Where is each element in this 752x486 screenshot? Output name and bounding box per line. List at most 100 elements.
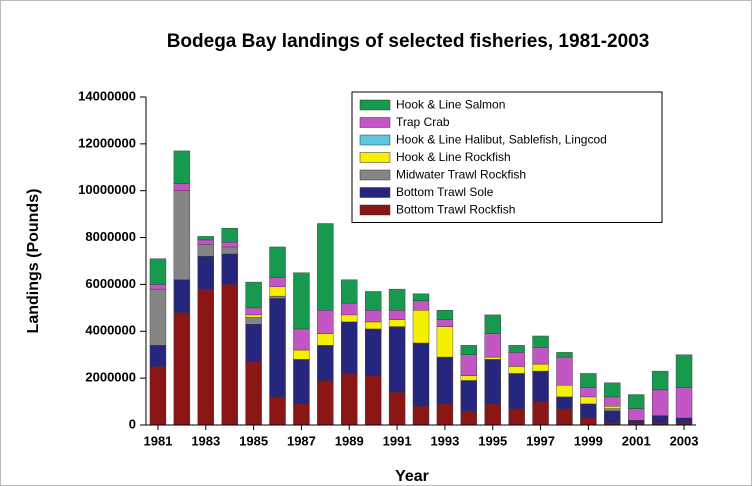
bar-segment [173,183,191,191]
y-tick-label: 6000000 [85,276,136,291]
bar-segment [556,408,573,426]
bar-segment [245,281,262,309]
bar-segment [436,356,454,405]
bar-segment [604,382,621,398]
y-tick-label: 0 [129,416,136,431]
bar-segment [197,244,214,257]
bar-segment [460,375,478,381]
legend-label: Hook & Line Rockfish [396,150,511,164]
bar-segment [604,408,621,412]
bar-segment [675,387,693,419]
y-tick-label: 8000000 [85,229,136,244]
legend-label: Midwater Trawl Rockfish [396,168,526,182]
x-axis-title: Year [395,468,429,485]
x-tick-label: 1987 [287,433,316,448]
y-tick-label: 14000000 [78,88,136,103]
bar-segment [269,295,286,299]
legend-swatch [359,204,391,216]
bar-segment [364,291,382,311]
legend-label: Trap Crab [396,115,450,129]
bar-segment [221,253,238,285]
bar-segment [149,288,167,346]
bar-segment [556,396,573,409]
bar-segment [245,317,262,325]
bar-segment [149,258,167,285]
legend-swatch [359,134,391,146]
bar-segment [628,394,645,409]
bar-segment [460,345,478,355]
bar-segment [317,380,334,426]
bar-segment [532,401,549,426]
bar-segment [269,298,286,398]
bar-segment [388,319,406,327]
bar-segment [508,373,525,409]
bar-segment [532,363,549,372]
bar-segment [317,333,334,346]
bar-segment [197,288,214,426]
bar-segment [651,415,669,423]
legend-swatch [359,169,391,181]
bar-segment [604,406,621,409]
bar-segment [269,246,286,278]
x-tick-label: 1985 [239,433,268,448]
bar-segment [675,417,693,423]
bar-segment [221,284,238,426]
legend-swatch [359,187,391,198]
legend-swatch [359,117,391,128]
bar-segment [532,370,549,402]
bar-segment [245,314,262,318]
bar-segment [197,256,214,290]
x-tick-label: 1993 [430,433,459,448]
x-tick-label: 1995 [478,433,507,448]
bar-segment [293,328,310,351]
bar-segment [341,373,358,426]
bar-segment [364,321,382,330]
bar-segment [245,361,262,426]
bar-segment [149,284,167,290]
bar-segment [508,345,525,353]
bar-segment [532,335,549,348]
bar-segment [580,417,597,426]
x-tick-label: 1991 [383,433,412,448]
bar-segment [580,387,597,398]
bar-segment [388,326,406,393]
bar-segment [293,403,310,426]
bar-segment [317,345,334,381]
bar-segment [580,403,597,419]
x-tick-label: 1981 [143,433,172,448]
bar-segment [269,396,286,426]
bar-segment [556,356,573,386]
bar-segment [532,347,549,365]
bar-segment [484,314,501,334]
bar-segment [317,310,334,334]
bar-segment [436,310,454,320]
bar-segment [412,300,430,311]
y-tick-label: 4000000 [85,323,136,338]
bar-segment [556,384,573,398]
bar-segment [484,333,501,358]
x-tick-label: 1983 [191,433,220,448]
bar-segment [508,408,525,426]
x-tick-label: 2003 [670,433,699,448]
bar-segment [675,354,693,388]
bar-segment [604,410,621,423]
bar-segment [651,370,669,391]
legend-label: Hook & Line Salmon [396,98,505,112]
y-tick-label: 12000000 [78,135,136,150]
bar-segment [460,380,478,412]
legend-swatch [359,152,391,163]
bar-segment [149,345,167,367]
bar-segment [221,227,238,243]
bar-segment [221,246,238,255]
bar-segment [388,288,406,311]
bar-segment [293,272,310,330]
chart-title: Bodega Bay landings of selected fisherie… [167,31,650,52]
bar-segment [173,150,191,184]
bar-segment [580,373,597,388]
bar-segment [197,236,214,241]
bar-segment [149,366,167,426]
bar-segment [484,359,501,405]
legend-label: Bottom Trawl Sole [396,185,494,199]
bar-segment [173,190,191,280]
